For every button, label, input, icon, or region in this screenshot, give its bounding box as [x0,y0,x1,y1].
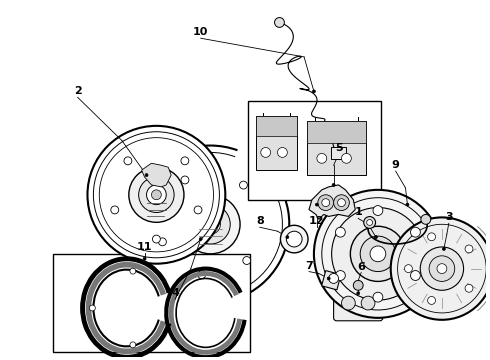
Circle shape [332,184,335,186]
Text: 3: 3 [445,212,453,222]
Circle shape [181,157,189,165]
Circle shape [421,215,431,224]
Circle shape [338,199,345,207]
Polygon shape [142,163,171,187]
Circle shape [194,206,202,214]
Circle shape [342,153,351,163]
Bar [248,101,381,200]
Circle shape [318,195,334,211]
Circle shape [361,296,375,310]
Text: 2: 2 [74,86,81,96]
Text: 4: 4 [171,288,179,298]
Bar [53,254,250,352]
Circle shape [420,247,464,290]
Circle shape [191,204,230,244]
Circle shape [129,167,184,222]
Circle shape [322,199,330,207]
Text: 1: 1 [354,207,362,217]
Polygon shape [256,116,297,136]
Circle shape [130,268,136,274]
Circle shape [313,90,316,93]
Circle shape [201,215,220,234]
Circle shape [143,257,146,260]
Circle shape [329,274,339,283]
Text: 6: 6 [357,262,365,272]
Circle shape [181,176,189,184]
Bar [331,148,346,159]
Circle shape [88,126,225,264]
Circle shape [111,206,119,214]
Circle shape [332,208,424,300]
Text: 7: 7 [305,261,313,271]
Circle shape [364,217,375,228]
Text: 9: 9 [392,160,399,170]
Circle shape [391,217,490,320]
Circle shape [411,227,420,237]
FancyBboxPatch shape [334,285,383,321]
Circle shape [357,292,360,295]
Bar [321,271,341,290]
Circle shape [90,305,96,311]
Circle shape [437,264,447,274]
Circle shape [406,203,409,206]
Polygon shape [309,185,355,219]
Circle shape [411,271,420,280]
Circle shape [274,18,284,27]
Circle shape [429,256,455,282]
Circle shape [373,206,383,215]
Circle shape [151,190,161,200]
Circle shape [243,257,251,265]
Circle shape [152,235,160,243]
Circle shape [374,236,377,239]
Text: 5: 5 [335,144,343,153]
Circle shape [199,238,202,240]
Circle shape [147,185,166,204]
Circle shape [317,153,327,163]
Text: 11: 11 [137,242,152,252]
Circle shape [465,245,473,253]
Circle shape [342,296,355,310]
Circle shape [130,342,136,348]
Circle shape [353,280,363,290]
Circle shape [158,238,167,246]
Circle shape [370,246,386,262]
Polygon shape [307,121,366,175]
Circle shape [197,271,206,279]
Circle shape [280,225,308,253]
Circle shape [286,231,302,247]
Circle shape [139,177,174,212]
Circle shape [181,195,240,254]
Text: 12: 12 [309,216,324,226]
Circle shape [428,233,436,241]
Polygon shape [256,116,297,170]
Circle shape [316,203,318,206]
Circle shape [124,157,132,165]
Circle shape [145,174,148,176]
Text: 8: 8 [256,216,264,226]
Circle shape [240,181,247,189]
Circle shape [314,190,442,318]
Circle shape [350,226,406,282]
Circle shape [327,277,330,280]
Circle shape [286,236,289,239]
Circle shape [373,292,383,302]
Circle shape [277,148,287,157]
Circle shape [367,220,372,225]
Circle shape [360,236,395,271]
Circle shape [334,195,349,211]
Text: 10: 10 [193,27,208,37]
Polygon shape [307,121,366,143]
Circle shape [336,227,345,237]
Circle shape [261,148,270,157]
Circle shape [405,265,413,273]
Circle shape [442,247,445,251]
Circle shape [336,271,345,280]
Circle shape [465,284,473,292]
Circle shape [428,297,436,305]
